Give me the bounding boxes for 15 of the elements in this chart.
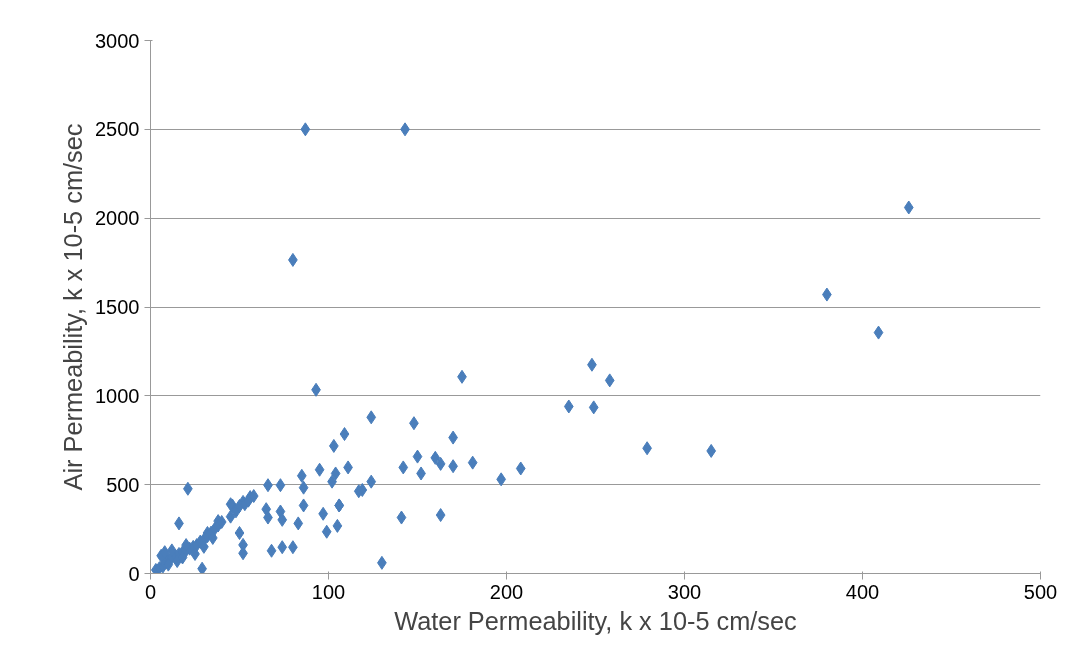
y-tick-label: 500: [106, 473, 140, 496]
x-tick-label: 400: [845, 580, 880, 603]
y-tick-label: 2000: [95, 207, 140, 230]
x-axis-title: Water Permeability, k x 10-5 cm/sec: [394, 606, 797, 635]
x-tick-label: 200: [489, 580, 524, 603]
y-axis-title: Air Permeability, k x 10-5 cm/sec: [59, 123, 88, 491]
y-tick-label: 2500: [95, 118, 140, 141]
y-tick-label: 0: [128, 562, 140, 585]
y-tick-label: 1000: [95, 384, 140, 407]
x-tick-label: 500: [1023, 580, 1058, 603]
x-tick-label: 300: [667, 580, 702, 603]
y-tick-label: 3000: [95, 29, 140, 52]
y-tick-label: 1500: [95, 296, 140, 318]
x-tick-label: 100: [311, 580, 346, 603]
x-tick-label: 0: [144, 580, 157, 603]
